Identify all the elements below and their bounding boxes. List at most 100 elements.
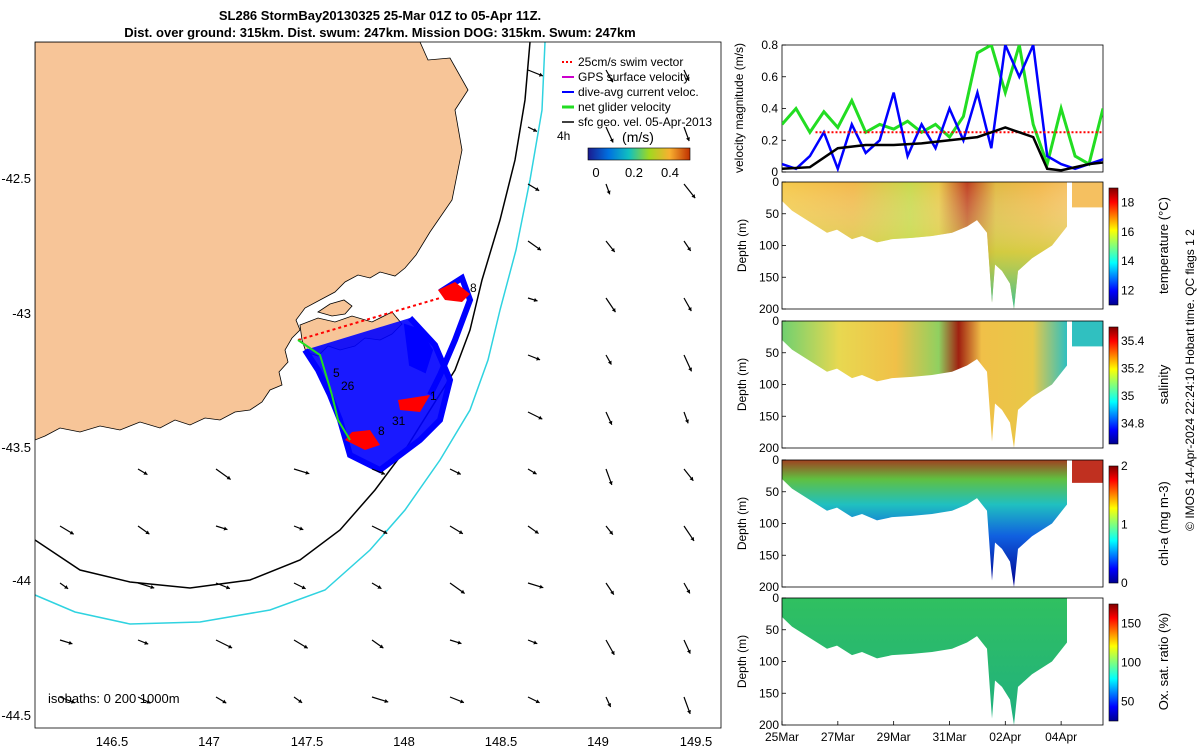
velocity-arrow: [59, 696, 76, 704]
section-ytick: 100: [759, 655, 779, 669]
colorbar-tick: 14: [1121, 254, 1135, 268]
section-ytick: 100: [759, 239, 779, 253]
colorbar-label: (m/s): [622, 129, 654, 145]
section-ylabel: Depth (m): [735, 219, 749, 272]
credit-line: © IMOS 14-Apr-2024 22:24:10 Hobart time.…: [1183, 229, 1197, 531]
legend-gps-velocity: GPS surface velocity: [578, 70, 689, 84]
map-xtick: 146.5: [96, 734, 129, 749]
section-ytick: 50: [766, 623, 780, 637]
colorbar-tick: 34.8: [1121, 416, 1145, 430]
velocity-ytick: 0: [771, 165, 778, 179]
velocity-arrow: [683, 696, 691, 715]
velocity-arrow: [683, 126, 690, 142]
velocity-arrow: [449, 525, 464, 535]
colorbar-tick: 150: [1121, 617, 1141, 631]
velocity-arrow: [527, 69, 544, 77]
velocity-arrow: [59, 525, 75, 535]
velocity-arrow: [683, 297, 692, 312]
legend-sfc-geo: sfc geo. vel. 05-Apr-2013: [578, 115, 712, 129]
track-label-4h: 4h: [557, 129, 570, 143]
track-label-26: 26: [341, 379, 355, 393]
velocity-arrow: [449, 639, 462, 645]
velocity-arrow: [293, 525, 304, 531]
time-xtick: 31Mar: [932, 730, 966, 744]
colorbar-tick: 35: [1121, 389, 1135, 403]
velocity-arrow: [137, 639, 149, 645]
time-xtick: 29Mar: [877, 730, 911, 744]
section-ylabel: Depth (m): [735, 497, 749, 550]
velocity-arrow: [527, 240, 542, 251]
velocity-arrow: [605, 696, 612, 708]
velocity-arrow: [59, 639, 73, 645]
time-xtick: 04Apr: [1045, 730, 1077, 744]
section-ytick: 200: [759, 580, 779, 594]
track-label-8: 8: [378, 424, 385, 438]
colorbar-tick: 2: [1121, 459, 1128, 473]
section-ytick: 50: [766, 207, 780, 221]
map-xtick: 149: [587, 734, 609, 749]
time-xtick: 27Mar: [821, 730, 855, 744]
velocity-arrow: [683, 525, 695, 542]
section-data-field: [782, 460, 1067, 587]
velocity-arrow: [527, 696, 540, 704]
section-ytick: 150: [759, 686, 779, 700]
velocity-arrow: [293, 696, 303, 704]
velocity-arrow: [605, 297, 616, 313]
section-ylabel: Depth (m): [735, 635, 749, 688]
isobath-label: isobaths: 0 200 1000m: [48, 691, 180, 706]
colorbar-tick: 0.2: [625, 165, 643, 180]
section-ytick: 0: [772, 453, 779, 467]
velocity-arrow: [449, 582, 465, 594]
velocity-arrow: [449, 468, 462, 475]
colorbar-tick: 16: [1121, 225, 1135, 239]
legend-swim-vector: 25cm/s swim vector: [578, 55, 683, 69]
colorbar-tick: 35.4: [1121, 334, 1145, 348]
section-data-field: [782, 321, 1067, 448]
velocity-arrow: [683, 69, 690, 82]
velocity-arrow: [215, 696, 227, 704]
glider-track: [297, 273, 474, 474]
map-xtick: 149.5: [680, 734, 713, 749]
velocity-arrow: [371, 639, 384, 649]
section-ytick: 50: [766, 346, 780, 360]
colorbar-tick: 35.2: [1121, 361, 1145, 375]
section-ytick: 0: [772, 314, 779, 328]
velocity-arrow: [371, 525, 388, 535]
colorbar-tick: 0: [592, 165, 599, 180]
velocity-arrow: [371, 468, 386, 475]
velocity-arrow: [215, 525, 228, 531]
velocity-arrow: [605, 69, 614, 83]
velocity-arrow: [683, 582, 691, 594]
velocity-arrow: [137, 468, 148, 476]
track-labels: 5 26 1 31 8 4h 8: [333, 129, 570, 438]
section-data-field: [1072, 321, 1103, 347]
map-ytick: -43.5: [1, 440, 31, 455]
colorbar-tick: 0: [1121, 576, 1128, 590]
section-colorbar: [1108, 603, 1119, 722]
colorbar-tick: 0.4: [661, 165, 679, 180]
map-xtick: 148.5: [485, 734, 518, 749]
time-xtick: 25Mar: [765, 730, 799, 744]
section-ytick: 0: [772, 175, 779, 189]
legend-net-glider: net glider velocity: [578, 100, 671, 114]
velocity-arrow: [215, 582, 231, 590]
section-panel: 0 50 100 150 200 Depth (m) 0 1 2 chl-a (mg m-3): [735, 453, 1171, 594]
chart-title: SL286 StormBay20130325 25-Mar 01Z to 05-…: [218, 8, 542, 23]
colorbar-tick: 12: [1121, 283, 1135, 297]
velocity-arrow: [59, 582, 69, 590]
sfc-geo-velocity-arrows: [59, 69, 696, 715]
velocity-arrow: [527, 126, 538, 132]
velocity-arrow: [605, 183, 611, 195]
velocity-arrow: [527, 183, 540, 192]
track-label-8b: 8: [470, 281, 477, 295]
velocity-arrow: [449, 696, 465, 704]
track-label-5: 5: [333, 366, 340, 380]
velocity-arrow: [605, 639, 615, 656]
section-data-field: [782, 598, 1067, 725]
velocity-arrow: [605, 411, 613, 425]
section-data-field: [1072, 182, 1103, 208]
velocity-arrow: [683, 639, 691, 654]
section-colorbar: [1108, 465, 1119, 584]
section-ytick: 0: [772, 591, 779, 605]
chart-subtitle: Dist. over ground: 315km. Dist. swum: 24…: [124, 25, 636, 40]
